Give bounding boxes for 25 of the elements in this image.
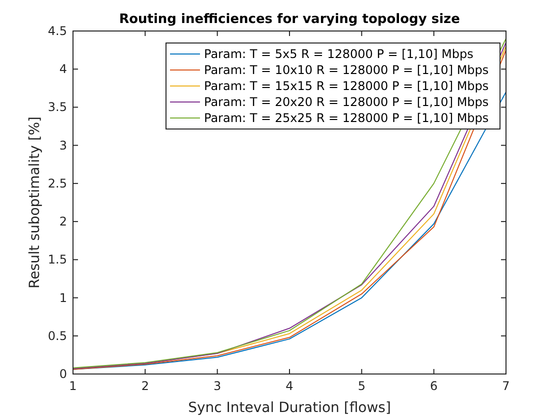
- y-axis-title: Result suboptimality [%]: [27, 116, 43, 289]
- x-tick-label: 3: [214, 379, 222, 393]
- x-axis-title: Sync Inteval Duration [flows]: [188, 400, 391, 416]
- legend-label: Param: T = 10x10 R = 128000 P = [1,10] Mbps: [204, 63, 489, 77]
- y-tick-label: 4.5: [48, 24, 67, 38]
- x-tick-label: 1: [69, 379, 77, 393]
- y-tick-label: 1: [59, 290, 67, 305]
- chart-title: Routing inefficiences for varying topology size: [119, 12, 460, 27]
- legend-label: Param: T = 5x5 R = 128000 P = [1,10] Mbps: [204, 47, 474, 61]
- x-tick-label: 5: [358, 379, 366, 393]
- y-tick-label: 1.5: [48, 252, 67, 267]
- y-tick-label: 3.5: [48, 100, 67, 114]
- x-tick-label: 6: [430, 379, 438, 393]
- x-tick-label: 2: [141, 379, 149, 393]
- y-tick-label: 0: [59, 367, 67, 381]
- y-tick-label: 2.5: [48, 176, 67, 190]
- y-tick-label: 4: [59, 62, 67, 76]
- y-tick-label: 3: [59, 138, 67, 152]
- legend-label: Param: T = 15x15 R = 128000 P = [1,10] Mbps: [204, 79, 489, 93]
- legend-label: Param: T = 20x20 R = 128000 P = [1,10] Mbps: [204, 95, 489, 109]
- y-tick-label: 2: [59, 214, 67, 229]
- x-tick-label: 7: [502, 379, 510, 393]
- legend-label: Param: T = 25x25 R = 128000 P = [1,10] Mbps: [204, 111, 489, 125]
- y-tick-label: 0.5: [48, 328, 67, 343]
- x-tick-label: 4: [286, 379, 294, 393]
